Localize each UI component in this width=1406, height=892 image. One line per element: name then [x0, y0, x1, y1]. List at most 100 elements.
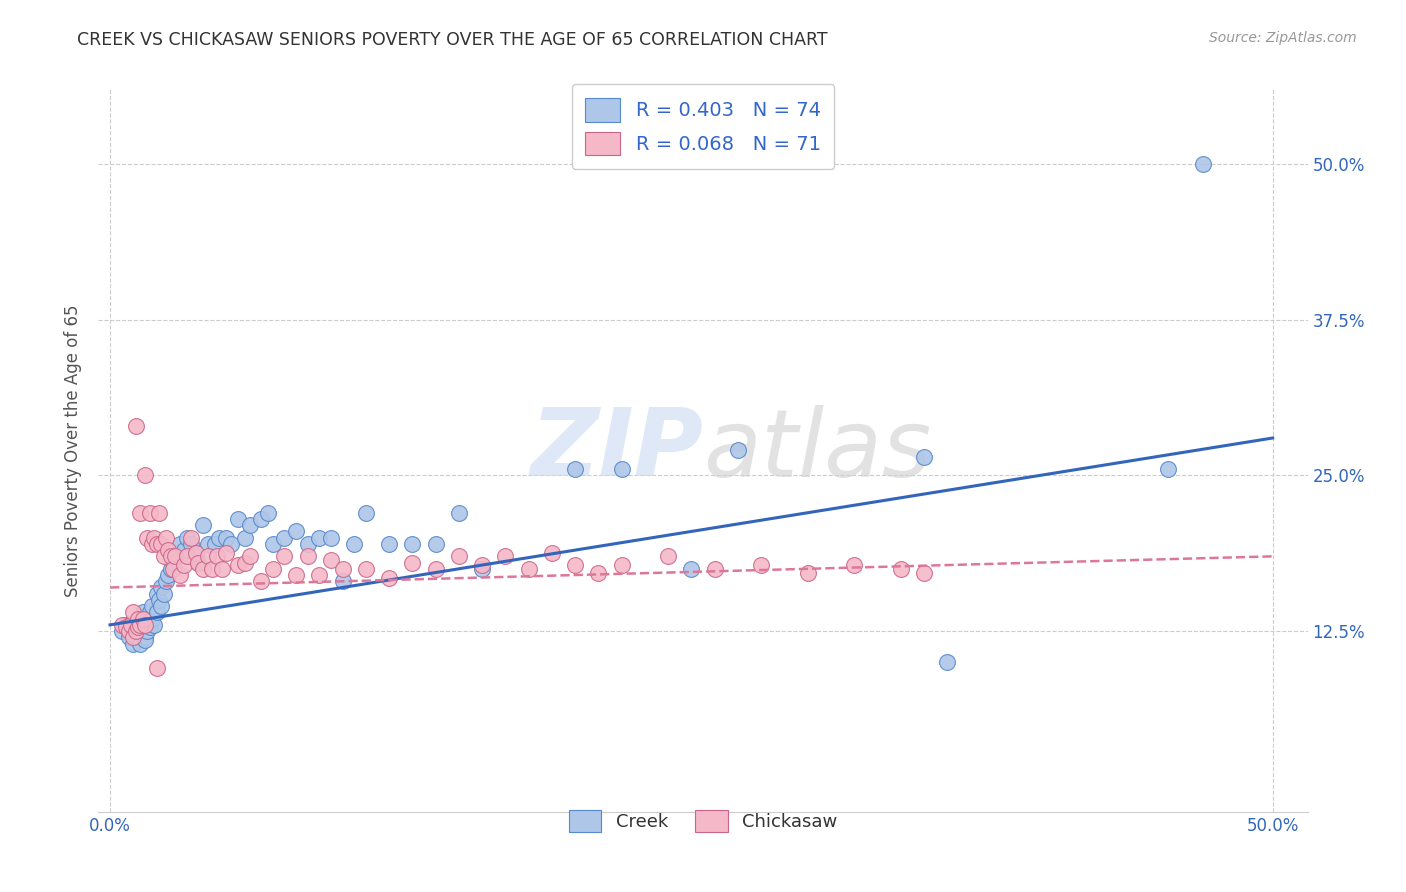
- Point: [129, 618, 152, 632]
- Point: [111, 624, 134, 639]
- Point: [159, 562, 181, 576]
- Point: [127, 612, 149, 626]
- Point: [564, 462, 586, 476]
- Point: [273, 531, 295, 545]
- Point: [150, 581, 173, 595]
- Point: [115, 618, 138, 632]
- Point: [173, 558, 195, 572]
- Point: [120, 624, 142, 639]
- Point: [124, 630, 146, 644]
- Point: [122, 618, 145, 632]
- Point: [180, 531, 202, 545]
- Point: [138, 606, 160, 620]
- Point: [319, 531, 342, 545]
- Point: [155, 531, 177, 545]
- Point: [749, 558, 772, 572]
- Point: [131, 612, 153, 626]
- Point: [124, 624, 146, 639]
- Point: [152, 587, 174, 601]
- Point: [226, 512, 249, 526]
- Point: [401, 537, 423, 551]
- Point: [169, 537, 191, 551]
- Point: [401, 556, 423, 570]
- Point: [138, 506, 160, 520]
- Point: [332, 574, 354, 589]
- Y-axis label: Seniors Poverty Over the Age of 65: Seniors Poverty Over the Age of 65: [65, 304, 83, 597]
- Point: [239, 549, 262, 564]
- Point: [681, 562, 703, 576]
- Point: [517, 562, 540, 576]
- Point: [141, 599, 163, 614]
- Text: CREEK VS CHICKASAW SENIORS POVERTY OVER THE AGE OF 65 CORRELATION CHART: CREEK VS CHICKASAW SENIORS POVERTY OVER …: [77, 31, 828, 49]
- Point: [120, 618, 142, 632]
- Point: [285, 568, 308, 582]
- Point: [131, 624, 153, 639]
- Point: [134, 630, 156, 644]
- Point: [211, 562, 233, 576]
- Point: [425, 537, 447, 551]
- Point: [122, 630, 145, 644]
- Point: [150, 599, 173, 614]
- Point: [157, 543, 180, 558]
- Point: [122, 606, 145, 620]
- Point: [191, 562, 214, 576]
- Point: [143, 618, 166, 632]
- Point: [136, 624, 159, 639]
- Point: [844, 558, 866, 572]
- Point: [187, 556, 209, 570]
- Point: [129, 506, 152, 520]
- Point: [343, 537, 366, 551]
- Point: [111, 618, 134, 632]
- Point: [233, 556, 256, 570]
- Point: [141, 537, 163, 551]
- Point: [145, 587, 167, 601]
- Point: [588, 566, 610, 580]
- Point: [657, 549, 679, 564]
- Point: [127, 620, 149, 634]
- Point: [208, 531, 231, 545]
- Point: [447, 549, 470, 564]
- Point: [540, 546, 562, 560]
- Point: [285, 524, 308, 539]
- Point: [169, 568, 191, 582]
- Point: [136, 612, 159, 626]
- Point: [425, 562, 447, 576]
- Point: [118, 630, 141, 644]
- Point: [197, 549, 219, 564]
- Point: [187, 556, 209, 570]
- Point: [145, 537, 167, 551]
- Legend: Creek, Chickasaw: Creek, Chickasaw: [558, 798, 848, 842]
- Point: [148, 593, 170, 607]
- Point: [354, 562, 377, 576]
- Text: atlas: atlas: [703, 405, 931, 496]
- Point: [912, 566, 935, 580]
- Point: [115, 620, 138, 634]
- Point: [936, 655, 959, 669]
- Point: [308, 568, 330, 582]
- Point: [122, 636, 145, 650]
- Point: [471, 558, 494, 572]
- Point: [124, 418, 146, 433]
- Point: [205, 549, 228, 564]
- Point: [250, 512, 273, 526]
- Point: [204, 537, 226, 551]
- Point: [447, 506, 470, 520]
- Point: [145, 661, 167, 675]
- Point: [138, 620, 160, 634]
- Point: [703, 562, 725, 576]
- Point: [610, 462, 633, 476]
- Point: [250, 574, 273, 589]
- Point: [184, 546, 207, 560]
- Point: [150, 537, 173, 551]
- Point: [124, 624, 146, 639]
- Point: [129, 636, 152, 650]
- Point: [197, 537, 219, 551]
- Point: [141, 612, 163, 626]
- Point: [332, 562, 354, 576]
- Point: [191, 518, 214, 533]
- Point: [239, 518, 262, 533]
- Point: [1192, 157, 1215, 171]
- Text: Source: ZipAtlas.com: Source: ZipAtlas.com: [1209, 31, 1357, 45]
- Point: [136, 531, 159, 545]
- Point: [297, 549, 319, 564]
